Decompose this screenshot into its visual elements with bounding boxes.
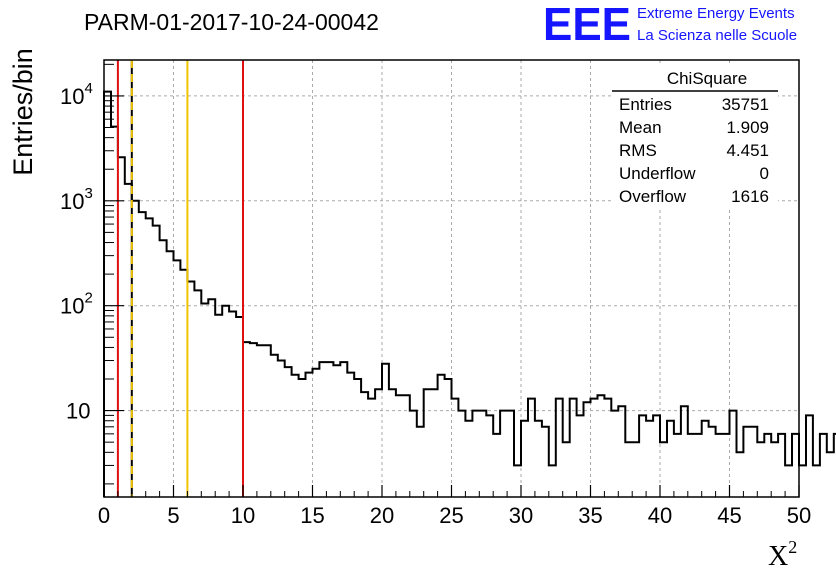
y-tick-label-exponent: 4	[84, 80, 92, 97]
y-tick-label: 10	[66, 399, 90, 424]
histogram-outline	[103, 90, 836, 497]
stats-row-value: 1.909	[726, 118, 769, 137]
y-tick-label-exponent: 2	[84, 290, 92, 307]
stats-row-label: Underflow	[619, 164, 696, 183]
x-tick-label: 50	[787, 503, 811, 528]
y-tick-label: 102	[60, 290, 93, 319]
x-axis-title-superscript: 2	[788, 537, 797, 557]
x-axis-title-base: X	[768, 541, 788, 572]
stats-box: ChiSquare Entries 35751 Mean 1.909 RMS 4.451 U…	[612, 66, 778, 210]
axis-ticks	[103, 63, 800, 497]
x-tick-label: 20	[370, 503, 394, 528]
stats-row-value: 35751	[722, 95, 769, 114]
x-tick-label: 45	[717, 503, 741, 528]
eee-logo: EEE Extreme Energy Events La Scienza nel…	[543, 0, 797, 50]
y-tick-label-exponent: 3	[84, 185, 92, 202]
y-tick-label-base: 10	[60, 84, 84, 109]
y-axis-title: Entries/bin	[8, 48, 38, 176]
stats-box-title: ChiSquare	[667, 69, 747, 88]
stats-row-label: RMS	[619, 141, 657, 160]
x-tick-label: 25	[439, 503, 463, 528]
y-tick-label-base: 10	[60, 189, 84, 214]
x-tick-label: 10	[231, 503, 255, 528]
stats-rows: Entries 35751 Mean 1.909 RMS 4.451 Underflow 0 O…	[619, 95, 769, 206]
y-tick-label: 103	[60, 185, 93, 214]
eee-logo-line2: La Scienza nelle Scuole	[637, 27, 797, 44]
stats-row-label: Entries	[619, 95, 672, 114]
stats-row-label: Overflow	[619, 187, 687, 206]
x-tick-label: 5	[167, 503, 179, 528]
eee-logo-line1: Extreme Energy Events	[637, 5, 795, 22]
x-tick-label: 40	[648, 503, 672, 528]
stats-row-label: Mean	[619, 118, 662, 137]
threshold-lines	[116, 60, 244, 497]
chart-title: PARM-01-2017-10-24-00042	[84, 9, 379, 35]
x-tick-labels: 0 5 10 15 20 25 30 35 40 45 50	[98, 503, 811, 528]
histogram	[103, 90, 836, 497]
y-tick-label: 104	[60, 80, 93, 109]
stats-box-background	[612, 66, 778, 210]
eee-logo-mark: EEE	[543, 0, 631, 50]
x-axis-title: X2	[768, 537, 797, 572]
x-tick-label: 30	[509, 503, 533, 528]
x-tick-label: 15	[300, 503, 324, 528]
x-tick-label: 35	[578, 503, 602, 528]
stats-row-value: 1616	[731, 187, 769, 206]
x-tick-label: 0	[98, 503, 110, 528]
y-tick-label-base: 10	[60, 294, 84, 319]
stats-row-value: 0	[760, 164, 769, 183]
stats-row-value: 4.451	[726, 141, 769, 160]
